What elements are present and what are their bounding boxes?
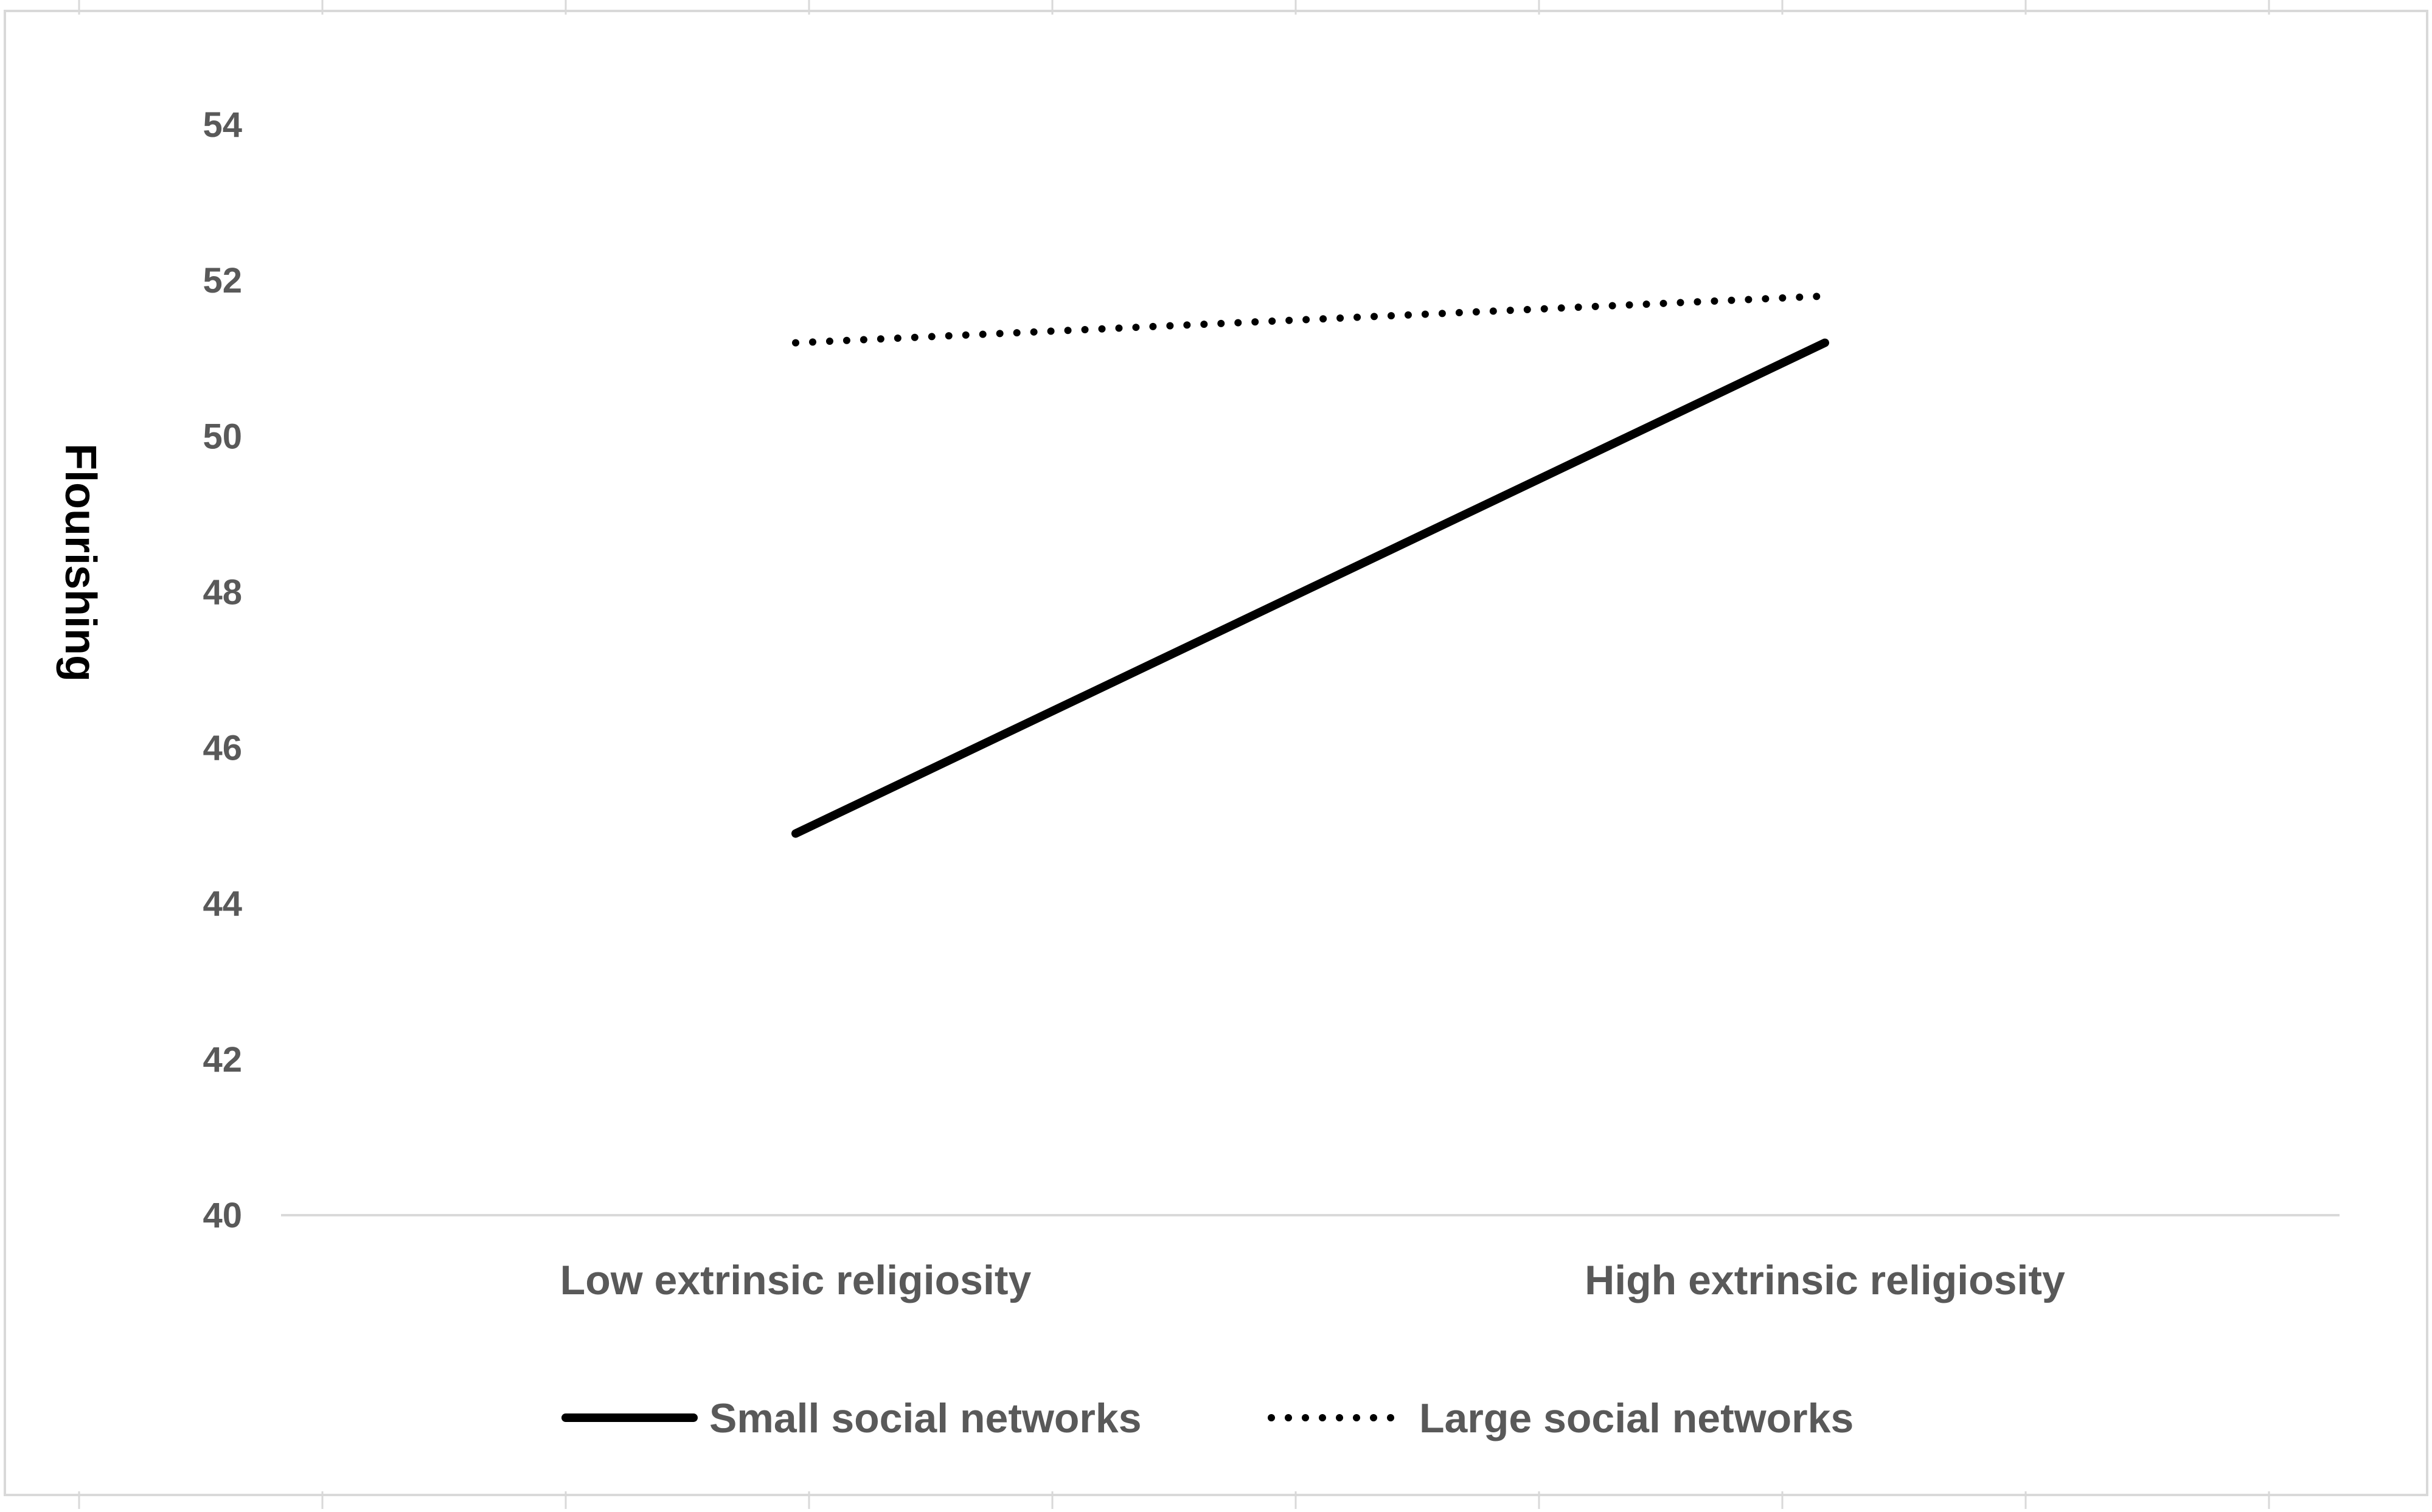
category-labels: Low extrinsic religiosity High extrinsic … [560, 1257, 2065, 1303]
series-layer [791, 292, 1829, 838]
y-axis-title: Flourishing [56, 443, 105, 682]
y-tick-label: 40 [203, 1196, 242, 1235]
y-tick-label: 46 [203, 729, 242, 768]
series-line-1 [791, 338, 1829, 838]
legend-label-1: Small social networks [709, 1395, 1142, 1441]
y-tick-label: 50 [203, 417, 242, 456]
y-tick-label: 52 [203, 261, 242, 300]
series-line-2 [792, 292, 1829, 347]
y-axis-ticks: 40 42 44 46 48 50 52 54 [203, 105, 242, 1235]
y-tick-label: 54 [203, 105, 242, 145]
x-category-label: Low extrinsic religiosity [560, 1257, 1032, 1303]
x-category-label: High extrinsic religiosity [1585, 1257, 2065, 1303]
y-tick-label: 42 [203, 1040, 242, 1080]
chart-border [4, 10, 2428, 1496]
legend-label-2: Large social networks [1419, 1395, 1854, 1441]
column-marks [78, 0, 2270, 1509]
y-tick-label: 48 [203, 572, 242, 612]
legend: Small social networks Large social networ… [561, 1395, 1854, 1441]
y-tick-label: 44 [203, 884, 242, 924]
